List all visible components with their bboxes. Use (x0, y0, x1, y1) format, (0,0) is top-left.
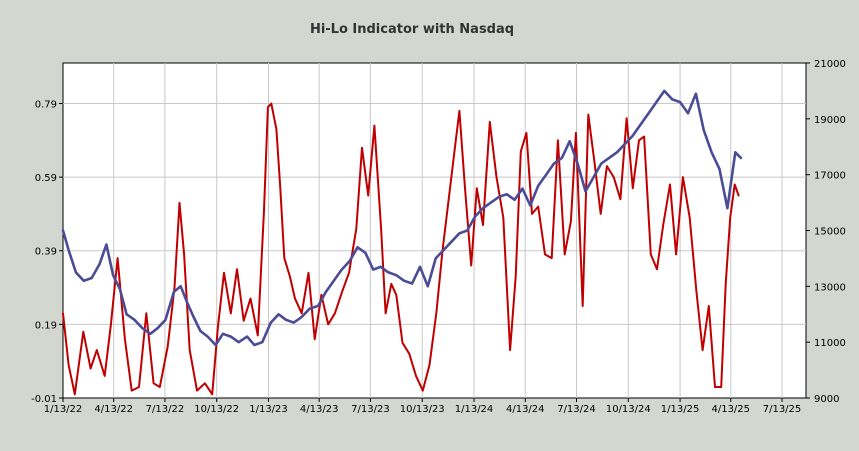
right-tick-label: 13000 (814, 282, 846, 293)
left-tick-label: 0.39 (35, 247, 57, 258)
right-tick-label: 19000 (814, 115, 846, 126)
x-tick-label: 4/13/25 (711, 404, 750, 415)
plot-area (62, 62, 807, 399)
x-tick-label: 1/13/23 (249, 404, 288, 415)
chart-title: Hi-Lo Indicator with Nasdaq (310, 22, 514, 37)
right-tick-label: 21000 (814, 59, 846, 70)
x-tick-label: 4/13/22 (94, 404, 133, 415)
hi-lo-indicator-line (62, 102, 740, 396)
series-group (61, 89, 743, 396)
right-axis-ticks: 9000 11000 13000 15000 17000 19000 21000 (806, 59, 846, 405)
x-tick-label: 1/13/25 (661, 404, 700, 415)
right-tick-label: 9000 (814, 394, 839, 405)
x-tick-label: 7/13/22 (146, 404, 185, 415)
x-tick-label: 10/13/23 (400, 404, 445, 415)
left-tick-label: 0.59 (35, 173, 57, 184)
right-tick-label: 17000 (814, 171, 846, 182)
x-tick-label: 10/13/22 (194, 404, 239, 415)
left-tick-label: 0.19 (35, 320, 57, 331)
right-tick-label: 11000 (814, 338, 846, 349)
right-tick-label: 15000 (814, 227, 846, 238)
left-tick-label: 0.79 (35, 99, 57, 110)
x-axis-ticks: 1/13/22 4/13/22 7/13/22 10/13/22 1/13/23 4/13… (44, 398, 802, 415)
x-tick-label: 7/13/25 (763, 404, 802, 415)
x-tick-label: 4/13/24 (506, 404, 545, 415)
nasdaq-line (61, 89, 743, 347)
x-tick-label: 7/13/24 (557, 404, 596, 415)
x-tick-label: 1/13/22 (44, 404, 83, 415)
x-tick-label: 1/13/24 (455, 404, 494, 415)
grid (63, 63, 806, 398)
x-tick-label: 10/13/24 (606, 404, 651, 415)
x-tick-label: 4/13/23 (300, 404, 339, 415)
left-tick-label: -0.01 (31, 394, 57, 405)
left-axis-ticks: -0.01 0.19 0.39 0.59 0.79 (31, 99, 63, 405)
x-tick-label: 7/13/23 (351, 404, 390, 415)
